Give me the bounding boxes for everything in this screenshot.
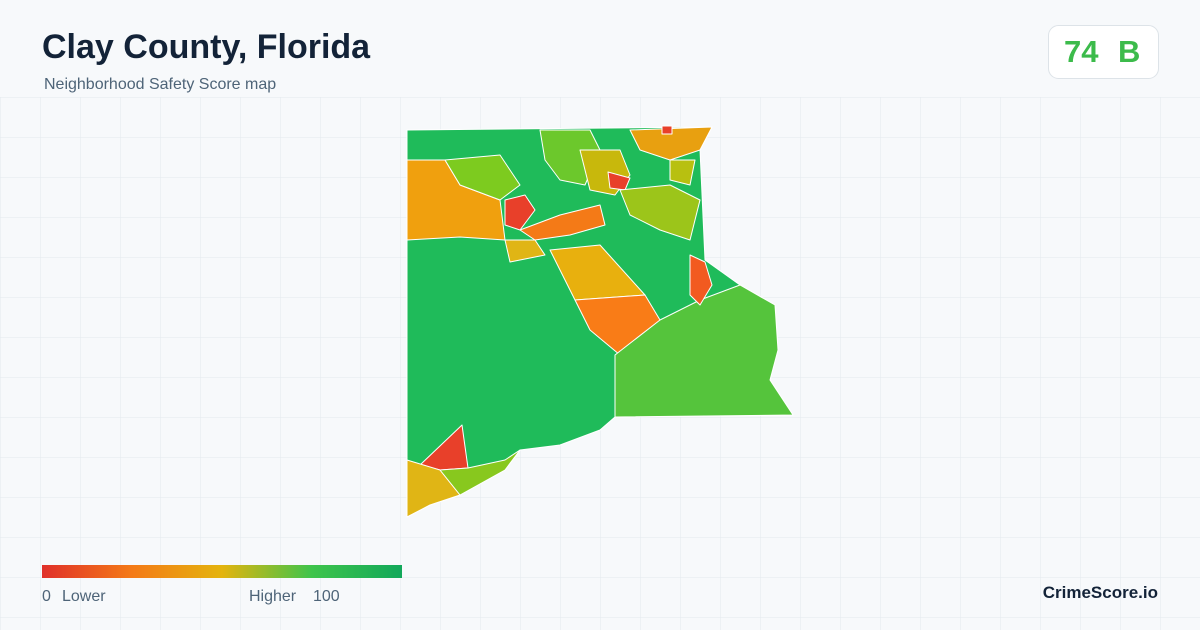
legend-max: 100	[313, 588, 340, 605]
region	[629, 126, 713, 161]
region	[689, 254, 713, 306]
region	[444, 154, 521, 201]
county-map	[406, 125, 794, 518]
region	[669, 159, 696, 186]
brand: CrimeScore.io	[1042, 583, 1158, 602]
legend-min: 0	[42, 588, 51, 605]
legend-min-label: Lower	[62, 588, 106, 605]
score-grade: B	[1118, 34, 1141, 69]
region	[439, 449, 521, 496]
region	[504, 194, 536, 231]
region	[619, 184, 701, 241]
title: Clay County, Florida	[42, 28, 371, 66]
region	[661, 125, 673, 135]
subtitle: Neighborhood Safety Score map	[44, 76, 277, 93]
region	[406, 459, 461, 518]
score-value: 74	[1064, 34, 1099, 69]
legend-max-label: Higher	[249, 588, 297, 605]
region	[614, 284, 794, 418]
score-box	[1048, 25, 1159, 79]
legend-gradient	[42, 565, 402, 578]
region	[504, 239, 546, 263]
